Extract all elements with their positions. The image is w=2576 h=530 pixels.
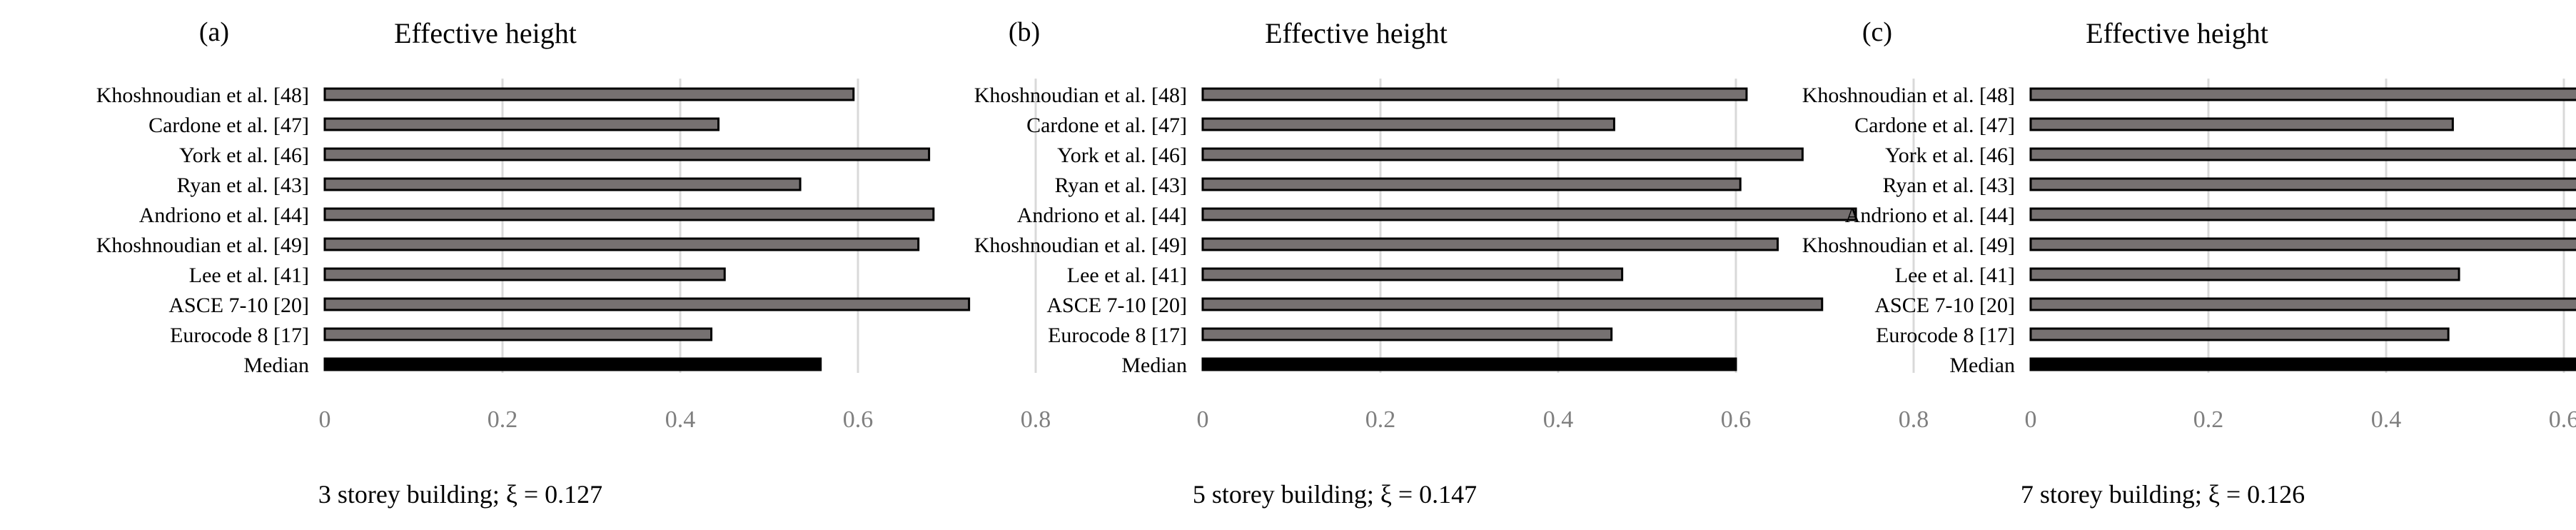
y-category-label: York et al. [46]	[1885, 144, 2015, 167]
y-category-label: Khoshnoudian et al. [48]	[974, 84, 1187, 107]
y-category-label: ASCE 7-10 [20]	[168, 294, 309, 317]
chart-panel-c: 0 0.2 0.4 0.6 0.8 Khoshnoudian et al. [48] Car…	[1802, 17, 2576, 509]
chart-panel-a: 0 0.2 0.4 0.6 0.8 Khoshnoudian et al. [48] Car…	[96, 17, 1051, 509]
x-tick-label: 0	[319, 406, 331, 433]
median-bar	[323, 357, 822, 371]
bar	[323, 87, 855, 101]
bar	[323, 297, 971, 311]
bar	[1201, 87, 1748, 101]
bar	[2029, 117, 2454, 131]
bar	[2029, 207, 2576, 221]
bar	[323, 327, 713, 341]
y-category-label: York et al. [46]	[179, 144, 309, 167]
y-category-label: Lee et al. [41]	[189, 264, 309, 287]
bar	[1201, 237, 1779, 251]
panel-label: (c)	[1862, 17, 1892, 47]
bar	[2029, 267, 2460, 281]
bar	[2029, 297, 2576, 311]
x-tick-label: 0.4	[2371, 406, 2402, 433]
bar	[2029, 177, 2576, 191]
panel-label: (a)	[199, 17, 229, 47]
panel-label: (b)	[1009, 17, 1040, 47]
y-category-label: Khoshnoudian et al. [49]	[1802, 234, 2015, 257]
bar	[1201, 207, 1857, 221]
chart-panel-b: 0 0.2 0.4 0.6 0.8 Khoshnoudian et al. [48] Car…	[974, 17, 1929, 509]
y-category-label: Khoshnoudian et al. [48]	[96, 84, 309, 107]
x-tick-label: 0.6	[2549, 406, 2576, 433]
chart-title: Effective height	[1265, 17, 1448, 49]
bar	[1201, 177, 1742, 191]
y-category-label: Khoshnoudian et al. [48]	[1802, 84, 2015, 107]
x-tick-label: 0.2	[2193, 406, 2224, 433]
x-axis-label: 5 storey building; ξ = 0.147	[1193, 480, 1477, 509]
x-axis-label: 3 storey building; ξ = 0.127	[318, 480, 602, 509]
x-axis-label: 7 storey building; ξ = 0.126	[2021, 480, 2305, 509]
x-tick-label: 0	[1197, 406, 1209, 433]
y-category-label: Ryan et al. [43]	[177, 174, 309, 197]
x-tick-label: 0.2	[1365, 406, 1396, 433]
y-category-label: Eurocode 8 [17]	[1048, 324, 1187, 347]
bar	[2029, 87, 2576, 101]
y-category-label: Median	[243, 354, 309, 377]
y-category-label: Khoshnoudian et al. [49]	[974, 234, 1187, 257]
bar	[323, 207, 935, 221]
x-tick-label: 0.6	[1721, 406, 1752, 433]
y-category-label: Eurocode 8 [17]	[1876, 324, 2015, 347]
bar	[2029, 147, 2576, 161]
bar	[323, 177, 802, 191]
bar	[2029, 327, 2450, 341]
y-category-label: Cardone et al. [47]	[1854, 114, 2015, 137]
y-category-label: Eurocode 8 [17]	[170, 324, 309, 347]
bar	[1201, 267, 1624, 281]
y-category-label: Lee et al. [41]	[1067, 264, 1187, 287]
bar	[323, 237, 920, 251]
x-tick-label: 0.2	[488, 406, 518, 433]
y-category-label: Andriono et al. [44]	[139, 204, 309, 227]
y-category-label: York et al. [46]	[1057, 144, 1187, 167]
y-category-label: Ryan et al. [43]	[1883, 174, 2015, 197]
bar	[323, 117, 720, 131]
x-tick-label: 0	[2025, 406, 2037, 433]
median-bar	[1201, 357, 1737, 371]
chart-title: Effective height	[2086, 17, 2268, 49]
bar	[2029, 237, 2576, 251]
bar	[1201, 117, 1615, 131]
y-category-label: Median	[1121, 354, 1187, 377]
x-tick-label: 0.8	[1899, 406, 1929, 433]
y-category-label: Median	[1949, 354, 2015, 377]
bar	[323, 147, 931, 161]
y-category-label: Ryan et al. [43]	[1055, 174, 1187, 197]
x-tick-label: 0.4	[1543, 406, 1574, 433]
median-bar	[2029, 357, 2576, 371]
y-category-label: Khoshnoudian et al. [49]	[96, 234, 309, 257]
x-tick-label: 0.4	[665, 406, 696, 433]
bar	[323, 267, 726, 281]
y-category-label: ASCE 7-10 [20]	[1874, 294, 2015, 317]
y-category-label: Cardone et al. [47]	[1026, 114, 1187, 137]
x-tick-label: 0.8	[1021, 406, 1051, 433]
chart-title: Effective height	[394, 17, 577, 49]
bar	[1201, 147, 1804, 161]
x-tick-label: 0.6	[843, 406, 874, 433]
bar	[1201, 297, 1824, 311]
y-category-label: Lee et al. [41]	[1895, 264, 2015, 287]
y-category-label: Cardone et al. [47]	[148, 114, 309, 137]
y-category-label: ASCE 7-10 [20]	[1046, 294, 1187, 317]
bar	[1201, 327, 1613, 341]
y-category-label: Andriono et al. [44]	[1845, 204, 2015, 227]
y-category-label: Andriono et al. [44]	[1017, 204, 1187, 227]
